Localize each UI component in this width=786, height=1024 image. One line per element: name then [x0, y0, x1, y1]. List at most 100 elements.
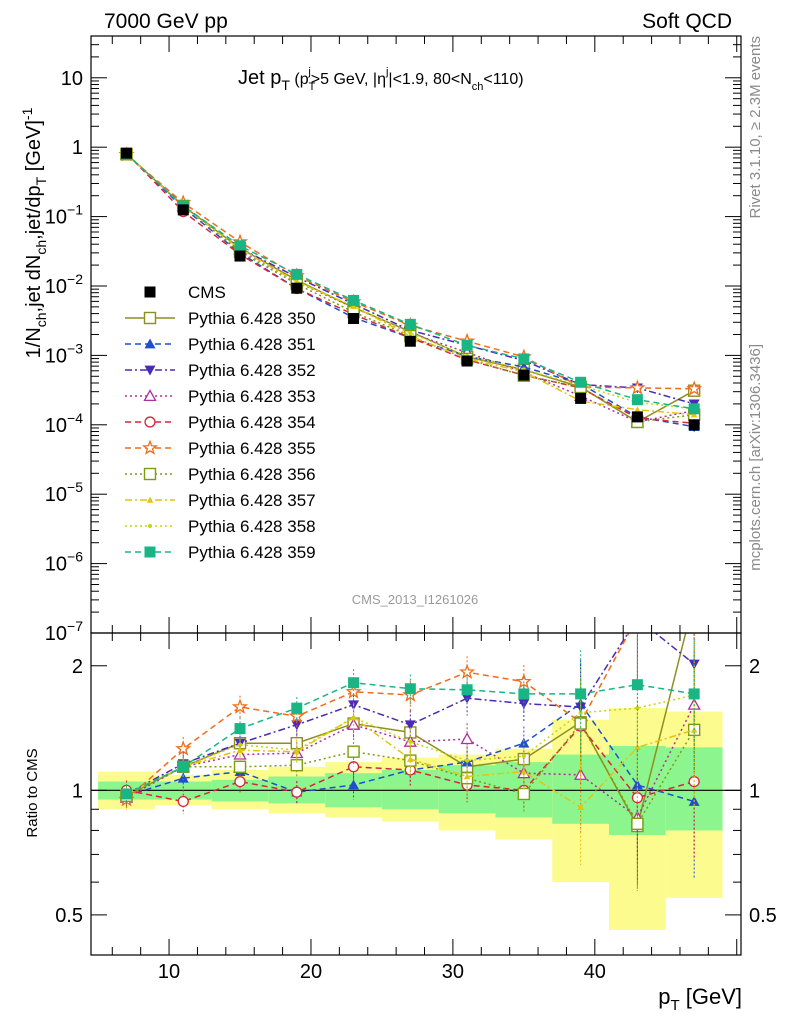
- data-point: [238, 742, 243, 747]
- data-point: [575, 376, 587, 388]
- data-point: [143, 311, 157, 325]
- data-point: [460, 732, 474, 745]
- data-point: [635, 706, 640, 711]
- data-point: [291, 268, 303, 280]
- series-line: [125, 153, 695, 416]
- data-point: [351, 715, 356, 720]
- y-tick-base: 10: [45, 623, 67, 645]
- legend-label: CMS: [188, 283, 226, 302]
- data-point: [347, 745, 360, 758]
- watermark: CMS_2013_I1261026: [352, 592, 479, 607]
- data-point: [577, 803, 584, 811]
- y-tick-exponent: −2: [67, 271, 83, 287]
- data-point: [404, 335, 416, 347]
- legend-item: Pythia 6.428 359: [125, 543, 316, 562]
- legend-label: Pythia 6.428 354: [188, 413, 316, 432]
- legend-item: Pythia 6.428 355: [125, 439, 316, 458]
- data-point: [688, 419, 700, 431]
- data-point: [294, 748, 299, 753]
- ylabel-sub: ch: [33, 312, 49, 327]
- cms-data-group: [120, 147, 700, 432]
- data-point: [634, 406, 641, 413]
- data-point: [120, 788, 132, 800]
- y-tick-base: 10: [45, 345, 67, 367]
- legend-label: Pythia 6.428 359: [188, 543, 316, 562]
- data-point: [234, 240, 246, 252]
- y-tick-label: 2: [72, 656, 83, 678]
- data-point: [404, 318, 416, 330]
- data-point: [347, 761, 360, 773]
- data-point: [148, 524, 152, 528]
- data-point: [688, 688, 700, 700]
- data-point: [629, 379, 646, 395]
- x-tick-label: 10: [158, 961, 180, 983]
- data-point: [234, 775, 246, 788]
- data-point: [520, 768, 528, 775]
- data-point: [515, 673, 532, 689]
- data-point: [575, 688, 587, 700]
- data-point: [348, 294, 360, 306]
- legend-item: Pythia 6.428 353: [125, 387, 316, 406]
- ylabel-part: ,jet/dp: [23, 185, 45, 239]
- data-point: [461, 684, 473, 696]
- ylabel-part: ,jet dN: [23, 255, 45, 313]
- ylabel-part: 1/N: [23, 327, 45, 358]
- y-tick-exponent: −7: [67, 618, 83, 634]
- series-pythia-6.428-355: [118, 146, 703, 396]
- legend-label: Pythia 6.428 353: [188, 387, 316, 406]
- data-point: [404, 683, 416, 695]
- legend-item: Pythia 6.428 358: [125, 517, 316, 536]
- data-point: [575, 392, 587, 404]
- data-point: [688, 403, 700, 415]
- data-point: [348, 313, 360, 325]
- y-tick-base: 10: [45, 484, 67, 506]
- ratio-panel: 2 2 1 1 0.5 0.5 10 20 30 40 Ratio to CMS: [24, 569, 777, 983]
- header-left: 7000 GeV pp: [104, 10, 228, 33]
- legend-label: Pythia 6.428 356: [188, 465, 316, 484]
- data-point: [632, 614, 643, 624]
- data-point: [177, 795, 189, 808]
- xlabel-part: p: [658, 984, 670, 1009]
- legend-label: Pythia 6.428 357: [188, 491, 316, 510]
- main-title: Jet pT (pTj>5 GeV, |ηj|<1.9, 80<Nch<110): [238, 66, 524, 93]
- legend-item: Pythia 6.428 351: [125, 335, 316, 354]
- data-point: [631, 817, 644, 831]
- title-sub: T: [281, 77, 290, 93]
- data-point: [177, 204, 189, 216]
- y-tick-label: 10−6: [45, 549, 83, 576]
- data-point: [631, 679, 643, 691]
- data-point: [517, 787, 531, 801]
- rivet-label: Rivet 3.1.10, ≥ 2.3M events: [747, 36, 764, 219]
- data-point: [231, 698, 249, 714]
- data-point: [518, 737, 530, 748]
- legend-item: Pythia 6.428 356: [125, 465, 316, 484]
- legend-item: Pythia 6.428 357: [125, 491, 316, 510]
- data-point: [631, 394, 643, 406]
- title-part: (p: [290, 71, 309, 88]
- data-point: [144, 416, 156, 428]
- data-point: [518, 699, 530, 710]
- title-part: Jet p: [238, 67, 281, 89]
- data-point: [233, 760, 247, 773]
- y-tick-label: 0.5: [749, 905, 777, 927]
- legend-label: Pythia 6.428 350: [188, 309, 316, 328]
- data-point: [521, 754, 526, 759]
- data-point: [348, 779, 360, 790]
- data-point: [143, 389, 157, 402]
- data-point: [120, 147, 132, 159]
- y-tick-exponent: −6: [67, 549, 83, 565]
- y-tick-label: 10−7: [45, 618, 83, 645]
- ylabel-sup: -1: [19, 107, 35, 120]
- y-tick-label: 1: [72, 137, 83, 159]
- series-line: [125, 153, 695, 410]
- data-point: [518, 688, 530, 700]
- data-point: [688, 569, 701, 581]
- data-point: [408, 739, 413, 744]
- ratio-axes: 2 2 1 1 0.5 0.5 10 20 30 40: [55, 633, 777, 983]
- xlabel-part: [GeV]: [680, 984, 742, 1009]
- legend-item: Pythia 6.428 354: [125, 413, 316, 432]
- data-point: [407, 755, 414, 762]
- data-point: [518, 353, 530, 365]
